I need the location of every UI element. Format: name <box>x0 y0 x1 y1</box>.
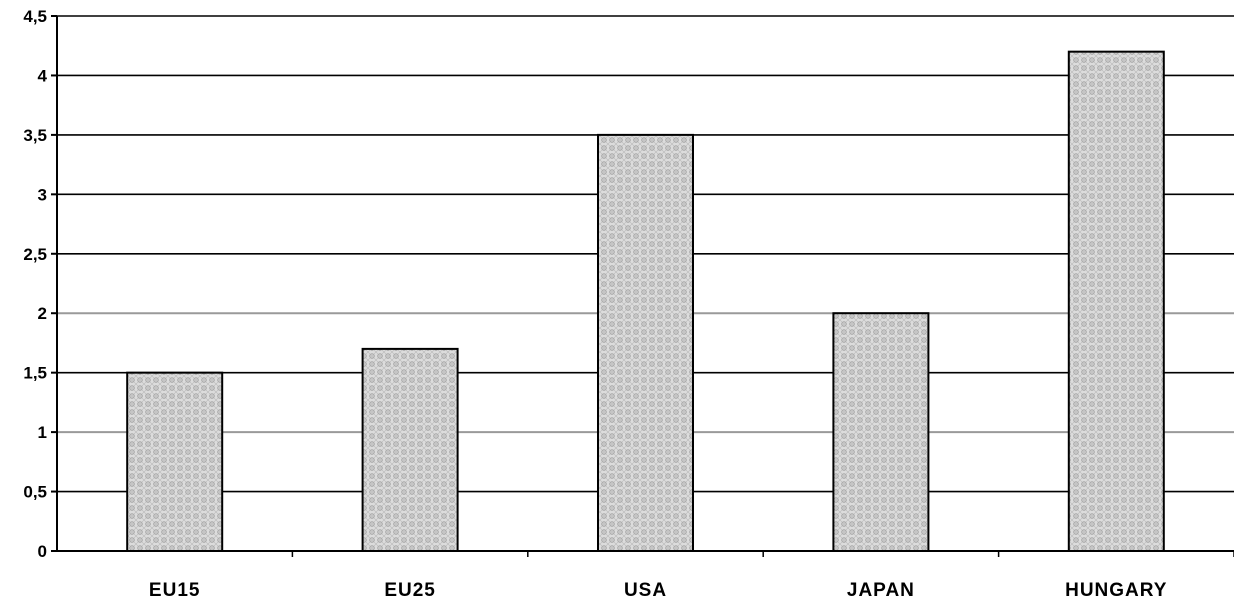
y-tick-label: 1 <box>38 423 47 442</box>
y-tick-label: 4,5 <box>23 7 47 26</box>
bar-usa <box>597 133 694 552</box>
x-category-label: HUNGARY <box>1065 580 1167 601</box>
y-tick-label: 4 <box>38 66 48 85</box>
y-tick-label: 2,5 <box>23 245 47 264</box>
x-category-label: EU15 <box>149 580 201 601</box>
bar-eu15 <box>126 371 224 552</box>
y-tick-label: 2 <box>38 304 47 323</box>
bar-japan <box>832 312 930 552</box>
y-tick-label: 3,5 <box>23 126 47 145</box>
x-category-label: USA <box>624 580 667 601</box>
axes <box>51 15 1234 557</box>
bar-hungary <box>1067 50 1165 553</box>
y-tick-label: 3 <box>38 185 47 204</box>
x-category-labels: EU15 EU25 USA JAPAN HUNGARY <box>149 580 1167 601</box>
y-tick-labels: 0 0,5 1 1,5 2 2,5 3 3,5 4 4,5 <box>23 7 47 561</box>
y-tick-label: 0 <box>38 542 47 561</box>
y-tick-label: 0,5 <box>23 483 47 502</box>
bar-eu25 <box>361 347 459 552</box>
y-tick-label: 1,5 <box>23 364 47 383</box>
x-category-label: JAPAN <box>847 580 915 601</box>
bars <box>126 50 1165 553</box>
x-category-label: EU25 <box>384 580 436 601</box>
